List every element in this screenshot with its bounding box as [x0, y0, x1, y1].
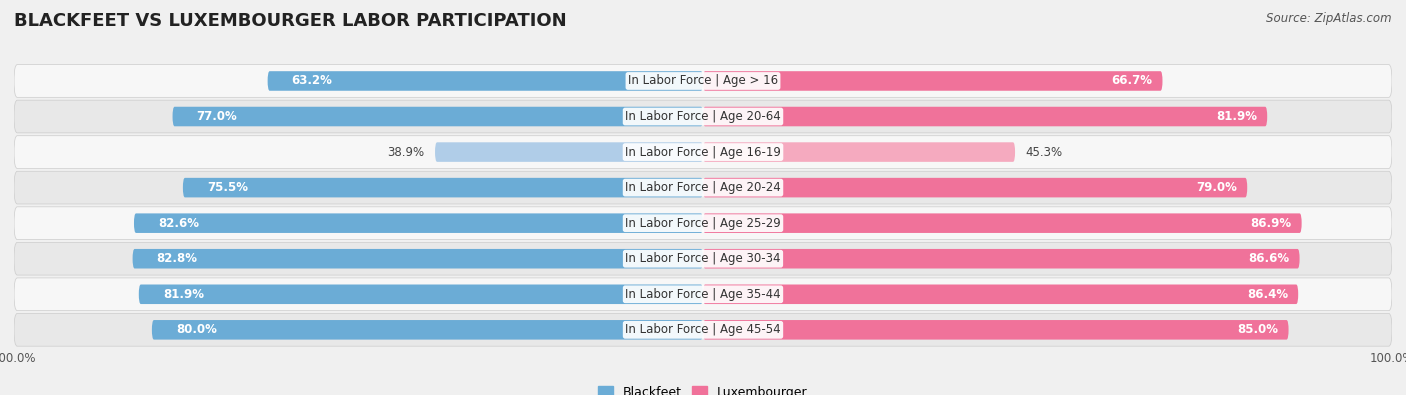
FancyBboxPatch shape — [183, 178, 703, 198]
FancyBboxPatch shape — [14, 171, 1392, 204]
Text: 66.7%: 66.7% — [1111, 75, 1152, 87]
Text: 86.4%: 86.4% — [1247, 288, 1288, 301]
Text: In Labor Force | Age 20-64: In Labor Force | Age 20-64 — [626, 110, 780, 123]
FancyBboxPatch shape — [14, 207, 1392, 239]
Text: BLACKFEET VS LUXEMBOURGER LABOR PARTICIPATION: BLACKFEET VS LUXEMBOURGER LABOR PARTICIP… — [14, 12, 567, 30]
Text: 82.8%: 82.8% — [156, 252, 198, 265]
FancyBboxPatch shape — [703, 213, 1302, 233]
Text: 38.9%: 38.9% — [388, 146, 425, 158]
Text: 85.0%: 85.0% — [1237, 324, 1278, 336]
FancyBboxPatch shape — [267, 71, 703, 91]
FancyBboxPatch shape — [14, 136, 1392, 168]
Text: 80.0%: 80.0% — [176, 324, 217, 336]
FancyBboxPatch shape — [434, 142, 703, 162]
Text: 81.9%: 81.9% — [1216, 110, 1257, 123]
FancyBboxPatch shape — [14, 243, 1392, 275]
Text: 45.3%: 45.3% — [1025, 146, 1063, 158]
Text: 75.5%: 75.5% — [207, 181, 247, 194]
Text: In Labor Force | Age 30-34: In Labor Force | Age 30-34 — [626, 252, 780, 265]
Text: 63.2%: 63.2% — [291, 75, 333, 87]
Text: 86.9%: 86.9% — [1250, 217, 1291, 229]
Text: 77.0%: 77.0% — [197, 110, 238, 123]
FancyBboxPatch shape — [703, 107, 1267, 126]
Text: In Labor Force | Age > 16: In Labor Force | Age > 16 — [628, 75, 778, 87]
Text: Source: ZipAtlas.com: Source: ZipAtlas.com — [1267, 12, 1392, 25]
FancyBboxPatch shape — [703, 249, 1299, 269]
Text: In Labor Force | Age 35-44: In Labor Force | Age 35-44 — [626, 288, 780, 301]
Text: 82.6%: 82.6% — [157, 217, 200, 229]
FancyBboxPatch shape — [703, 71, 1163, 91]
Text: In Labor Force | Age 20-24: In Labor Force | Age 20-24 — [626, 181, 780, 194]
FancyBboxPatch shape — [703, 284, 1298, 304]
Text: In Labor Force | Age 45-54: In Labor Force | Age 45-54 — [626, 324, 780, 336]
FancyBboxPatch shape — [14, 278, 1392, 310]
FancyBboxPatch shape — [14, 100, 1392, 133]
Text: 86.6%: 86.6% — [1249, 252, 1289, 265]
FancyBboxPatch shape — [14, 65, 1392, 97]
Text: In Labor Force | Age 25-29: In Labor Force | Age 25-29 — [626, 217, 780, 229]
FancyBboxPatch shape — [139, 284, 703, 304]
FancyBboxPatch shape — [132, 249, 703, 269]
FancyBboxPatch shape — [134, 213, 703, 233]
Text: 79.0%: 79.0% — [1197, 181, 1237, 194]
Text: In Labor Force | Age 16-19: In Labor Force | Age 16-19 — [626, 146, 780, 158]
FancyBboxPatch shape — [703, 142, 1015, 162]
FancyBboxPatch shape — [703, 320, 1289, 340]
Legend: Blackfeet, Luxembourger: Blackfeet, Luxembourger — [593, 381, 813, 395]
FancyBboxPatch shape — [703, 178, 1247, 198]
FancyBboxPatch shape — [152, 320, 703, 340]
FancyBboxPatch shape — [14, 314, 1392, 346]
Text: 81.9%: 81.9% — [163, 288, 204, 301]
FancyBboxPatch shape — [173, 107, 703, 126]
